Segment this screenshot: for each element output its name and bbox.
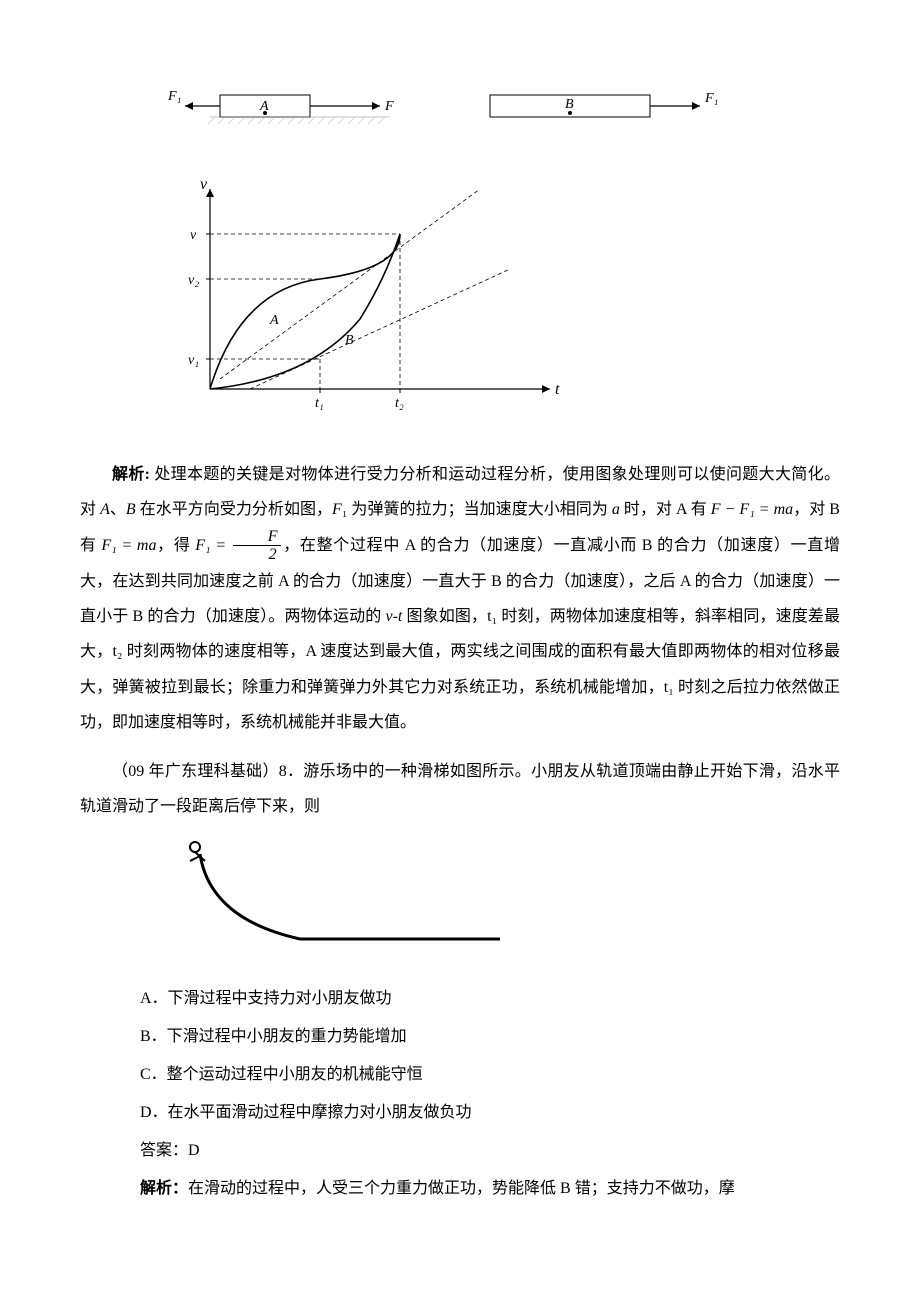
tick-t2: t₂ [395,396,404,411]
fbd-svg: A F₁ F B F₁ [160,80,720,140]
option-B: B．下滑过程中小朋友的重力势能增加 [140,1021,840,1053]
analysis-label: 解析: [112,466,150,483]
option-D: D．在水平面滑动过程中摩擦力对小朋友做负功 [140,1097,840,1129]
label-B: B [565,97,574,112]
tick-v2: v₂ [188,273,199,288]
option-C: C．整个运动过程中小朋友的机械能守恒 [140,1059,840,1091]
curve-B: B [345,333,354,348]
answer-line: 答案：D [140,1135,840,1167]
axis-t: t [555,381,560,398]
axis-v: v [200,176,208,193]
label-F1-right: F₁ [704,91,718,106]
tick-t1: t₁ [315,396,324,411]
question-stem: （09 年广东理科基础）8．游乐场中的一种滑梯如图所示。小朋友从轨道顶端由静止开… [80,754,840,824]
option-A: A．下滑过程中支持力对小朋友做功 [140,983,840,1015]
free-body-diagram: A F₁ F B F₁ [160,80,840,149]
slide-svg [180,839,520,959]
vt-graph: v t v₁ v₂ v t₁ t₂ A B [160,169,840,438]
vt-svg: v t v₁ v₂ v t₁ t₂ A B [160,169,580,429]
slide-figure [180,839,840,968]
analysis-paragraph: 解析: 处理本题的关键是对物体进行受力分析和运动过程分析，使用图象处理则可以使问… [80,457,840,740]
label-F: F [384,99,394,114]
curve-A: A [269,313,279,328]
analysis2-line: 解析：在滑动的过程中，人受三个力重力做正功，势能降低 B 错；支持力不做功，摩 [140,1173,840,1205]
label-F1-left: F₁ [167,89,181,104]
tick-v1: v₁ [188,353,199,368]
tick-v: v [190,228,197,243]
